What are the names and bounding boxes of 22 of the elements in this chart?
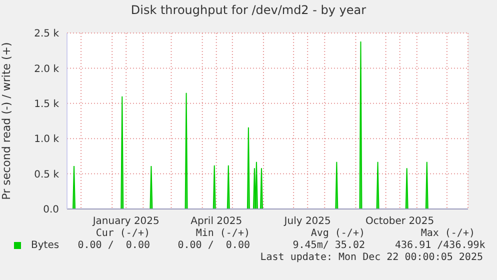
text: Avg (-/+) (310, 228, 365, 239)
y-axis-title: Pr second read (-) / write (+) (0, 42, 13, 200)
y-tick-label: 1.5 k (34, 98, 60, 110)
x-tick-label: October 2025 (366, 216, 434, 228)
x-tick-label: April 2025 (190, 216, 242, 228)
text: Cur (-/+) (94, 228, 150, 239)
text: 436.91 /436.99k (395, 240, 486, 251)
text: 0.00 / 0.00 (76, 240, 150, 251)
y-tick-label: 2.0 k (34, 64, 60, 75)
text: Last update: Mon Dec 22 00:00:05 2025 (260, 252, 483, 263)
y-tick-label: 1.0 k (34, 134, 60, 146)
legend-label: Bytes (31, 240, 60, 251)
chart-title: Disk throughput for /dev/md2 - by year (130, 3, 368, 17)
text: Min (-/+) (194, 228, 250, 239)
y-tick-label: 0.0 (43, 204, 59, 216)
x-tick-label: July 2025 (283, 216, 331, 228)
y-tick-label: 0.5 k (34, 169, 60, 180)
x-tick-label: January 2025 (92, 216, 160, 228)
text: Max (-/+) (420, 228, 475, 239)
y-tick-label: 2.5 k (34, 28, 60, 40)
text: 9.45m/ 35.02 (292, 240, 365, 251)
text: 0.00 / 0.00 (176, 240, 250, 251)
